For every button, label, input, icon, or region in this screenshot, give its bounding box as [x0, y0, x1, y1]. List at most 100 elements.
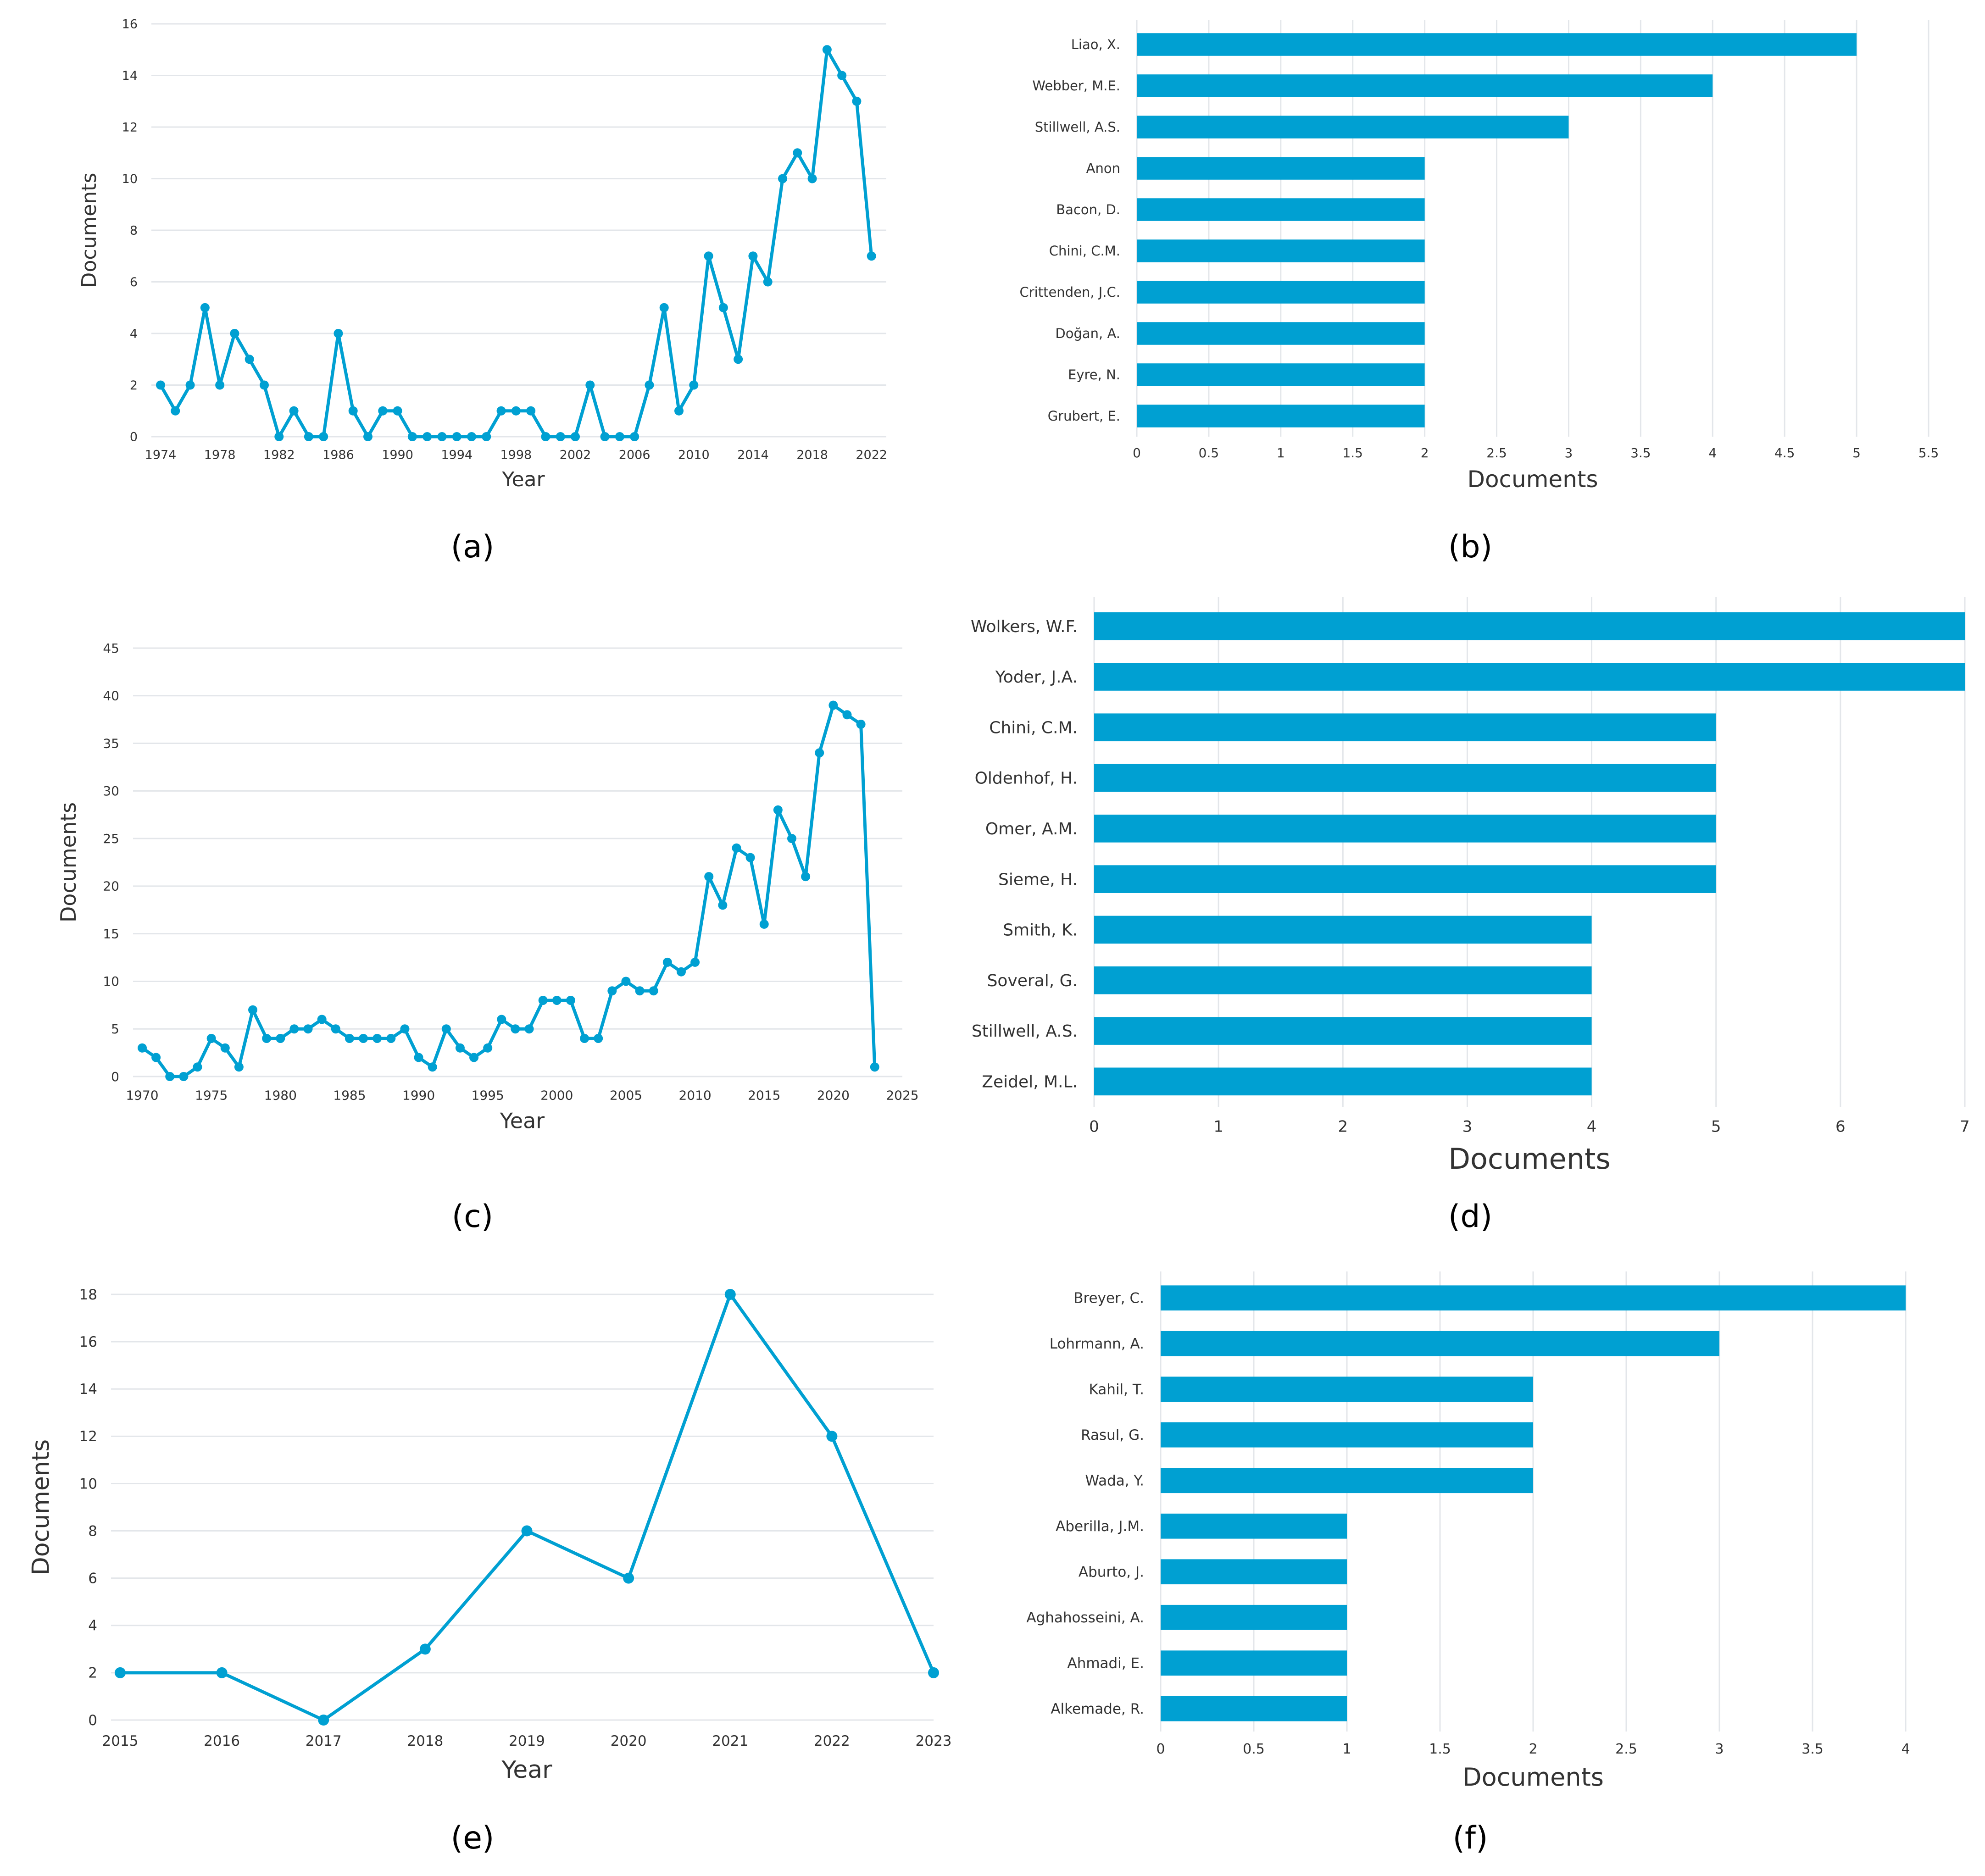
bar — [1161, 1696, 1347, 1721]
data-point — [274, 432, 284, 441]
data-point — [245, 355, 254, 364]
category-label: Eyre, N. — [1068, 367, 1120, 383]
x-tick-label: 1 — [1342, 1741, 1351, 1757]
data-point — [230, 329, 239, 338]
bar — [1094, 815, 1716, 843]
x-tick-label: 2010 — [678, 1088, 711, 1103]
category-label: Chini, C.M. — [989, 718, 1078, 737]
data-point — [759, 919, 769, 929]
x-tick-label: 2 — [1338, 1117, 1348, 1136]
x-tick-label: 2015 — [102, 1733, 139, 1749]
y-tick-label: 0 — [88, 1712, 97, 1729]
data-point — [580, 1033, 589, 1043]
data-point — [345, 1033, 354, 1043]
data-point — [200, 303, 210, 312]
data-point — [419, 1643, 431, 1655]
data-point — [571, 432, 580, 441]
panel-label-a: (a) — [451, 529, 495, 565]
bar — [1161, 1285, 1906, 1311]
x-tick-label: 5 — [1852, 445, 1861, 461]
y-tick-label: 10 — [79, 1476, 97, 1492]
data-point — [234, 1062, 244, 1072]
data-point — [151, 1053, 161, 1062]
category-label: Aberilla, J.M. — [1056, 1518, 1144, 1535]
x-tick-label: 2 — [1421, 445, 1429, 461]
x-tick-label: 2018 — [407, 1733, 443, 1749]
bar — [1094, 764, 1716, 792]
category-label: Stillwell, A.S. — [1035, 119, 1120, 135]
x-tick-label: 2016 — [204, 1733, 240, 1749]
data-point — [585, 380, 595, 390]
data-point — [773, 805, 783, 815]
data-point — [179, 1072, 189, 1081]
data-point — [423, 432, 432, 441]
x-tick-label: 2000 — [540, 1088, 573, 1103]
x-tick-label: 1.5 — [1342, 445, 1363, 461]
chart-b: 0 0.5 1 1.5 2 2.5 3 3.5 4 4.5 5 5.5 Liao, X. Webber, … — [1020, 20, 1939, 493]
data-point — [600, 432, 610, 441]
bar — [1137, 116, 1569, 139]
x-tick-label: 1986 — [322, 448, 354, 462]
y-tick-label: 4 — [130, 327, 138, 341]
x-tick-label: 1990 — [382, 448, 413, 462]
data-point — [745, 853, 755, 862]
y-tick-label: 4 — [88, 1618, 97, 1634]
x-tick-label: 4 — [1587, 1117, 1597, 1136]
x-tick-label: 1985 — [333, 1088, 366, 1103]
bar — [1137, 405, 1425, 427]
y-tick-label: 10 — [103, 974, 119, 989]
data-point — [248, 1005, 258, 1015]
data-point — [526, 406, 536, 416]
data-point — [621, 977, 631, 986]
category-label: Sieme, H. — [998, 870, 1078, 889]
x-tick-label: 2.5 — [1486, 445, 1507, 461]
bar — [1094, 865, 1716, 893]
data-point — [724, 1289, 736, 1300]
x-tick-label: 1974 — [145, 448, 177, 462]
y-tick-label: 16 — [122, 17, 138, 31]
data-point — [511, 1024, 520, 1034]
x-tick-label: 2.5 — [1615, 1741, 1637, 1757]
category-label: Grubert, E. — [1048, 408, 1120, 424]
data-point — [331, 1024, 340, 1034]
bar — [1161, 1376, 1533, 1402]
y-axis-label: Documents — [27, 1439, 55, 1576]
data-point — [689, 380, 699, 390]
data-point — [115, 1667, 126, 1678]
data-point — [734, 355, 743, 364]
data-point — [635, 986, 645, 996]
chart-a: 0 2 4 6 8 10 12 14 16 1974 1978 1982 1986 1990 1994 199… — [78, 17, 887, 491]
x-tick-label: 5.5 — [1918, 445, 1939, 461]
x-tick-label: 0 — [1089, 1117, 1099, 1136]
data-point — [822, 45, 832, 55]
bar — [1137, 239, 1425, 262]
data-point — [363, 432, 373, 441]
data-point — [748, 251, 758, 261]
bar — [1161, 1468, 1533, 1493]
x-tick-label: 0.5 — [1243, 1741, 1265, 1757]
data-point — [867, 251, 876, 261]
category-label: Omer, A.M. — [985, 820, 1078, 838]
category-label: Anon — [1086, 161, 1120, 176]
category-label: Breyer, C. — [1073, 1290, 1144, 1307]
data-point — [303, 1024, 313, 1034]
data-point — [393, 406, 402, 416]
x-axis-label: Documents — [1462, 1763, 1604, 1792]
data-point — [718, 303, 728, 312]
bar — [1094, 966, 1592, 994]
data-point — [289, 1024, 299, 1034]
category-label: Ahmadi, E. — [1068, 1655, 1145, 1672]
x-tick-label: 1 — [1277, 445, 1285, 461]
x-tick-label: 1.5 — [1429, 1741, 1451, 1757]
category-label: Aghahosseini, A. — [1026, 1610, 1144, 1626]
data-point — [414, 1053, 423, 1062]
y-tick-label: 30 — [103, 783, 119, 799]
data-point — [378, 406, 388, 416]
bar — [1094, 713, 1716, 742]
x-tick-label: 1982 — [263, 448, 295, 462]
category-label: Smith, K. — [1003, 921, 1078, 940]
x-tick-label: 2018 — [796, 448, 828, 462]
category-label: Webber, M.E. — [1032, 78, 1120, 94]
y-tick-label: 45 — [103, 641, 119, 656]
